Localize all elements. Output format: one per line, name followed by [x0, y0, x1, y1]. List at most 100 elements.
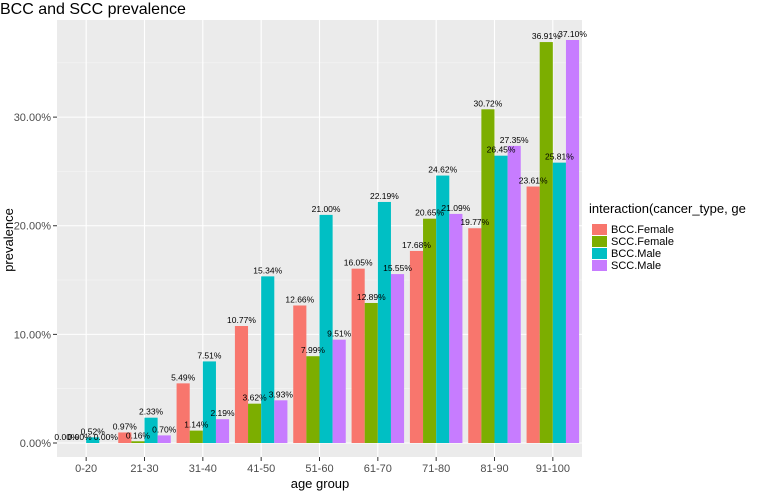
- x-tick-label: 41-50: [247, 463, 275, 475]
- data-label: 12.66%: [285, 294, 314, 304]
- data-label: 0.00%: [68, 432, 93, 442]
- bar-scc-female: [306, 356, 320, 443]
- bar-scc-female: [539, 42, 553, 444]
- data-label: 21.00%: [312, 204, 341, 214]
- data-label: 0.97%: [113, 421, 138, 431]
- legend-title: interaction(cancer_type, ge: [589, 201, 746, 216]
- data-label: 1.14%: [184, 420, 209, 430]
- x-tick-label: 91-100: [536, 463, 570, 475]
- bar-bcc-female: [351, 268, 365, 443]
- x-tick-label: 51-60: [305, 463, 333, 475]
- bar-scc-male: [390, 274, 405, 443]
- y-axis-title: prevalence: [1, 208, 16, 272]
- bar-bcc-female: [118, 432, 132, 443]
- bar-scc-female: [189, 430, 203, 443]
- data-label: 12.89%: [357, 292, 386, 302]
- x-tick-label: 81-90: [480, 463, 508, 475]
- bar-bcc-female: [234, 326, 249, 443]
- y-axis: 0.00% 10.00% 20.00% 30.00%: [14, 112, 57, 450]
- bar-scc-male: [332, 339, 346, 443]
- data-label: 21.09%: [441, 203, 470, 213]
- data-label: 22.19%: [370, 191, 399, 201]
- bar-scc-male: [157, 435, 171, 443]
- y-tick-label: 20.00%: [14, 221, 52, 233]
- bar-bcc-female: [409, 250, 424, 443]
- bar-bcc-male: [494, 155, 508, 444]
- x-tick-label: 21-30: [130, 463, 158, 475]
- data-label: 0.52%: [81, 426, 106, 436]
- bar-bcc-female: [176, 383, 190, 443]
- bar-bcc-male: [319, 214, 333, 443]
- data-label: 5.49%: [171, 372, 196, 382]
- bar-scc-male: [274, 400, 288, 443]
- data-label: 2.33%: [139, 407, 164, 417]
- bar-bcc-male: [86, 437, 100, 443]
- bar-scc-female: [423, 218, 437, 443]
- data-label: 9.51%: [327, 329, 352, 339]
- bar-scc-male: [449, 213, 463, 443]
- data-label: 0.00%: [54, 432, 79, 442]
- x-axis-title: age group: [291, 476, 350, 491]
- bar-scc-female: [364, 302, 378, 443]
- data-label: 10.77%: [227, 315, 256, 325]
- y-tick-label: 0.00%: [20, 438, 51, 450]
- bars: [86, 40, 580, 444]
- y-tick-label: 30.00%: [14, 112, 52, 124]
- legend-label: BCC.Male: [611, 248, 661, 260]
- data-label: 25.81%: [545, 152, 574, 162]
- bar-scc-male: [215, 419, 230, 443]
- data-label: 7.99%: [301, 345, 326, 355]
- data-label: 17.68%: [402, 240, 431, 250]
- legend-key: [592, 224, 607, 235]
- bar-bcc-male: [261, 276, 275, 443]
- bar-scc-female: [481, 109, 495, 443]
- bar-bcc-male: [202, 361, 216, 443]
- data-labels: 0.00%0.97%5.49%10.77%12.66%16.05%17.68%1…: [54, 29, 587, 442]
- bar-bcc-female: [468, 228, 482, 443]
- bar-scc-female: [131, 441, 145, 443]
- chart-title: BCC and SCC prevalence: [0, 1, 186, 18]
- x-tick-label: 71-80: [422, 463, 450, 475]
- x-axis: 0-20 21-30 31-40 41-50 51-60 61-70 71-80 81-90 9…: [75, 457, 570, 475]
- legend-label: SCC.Female: [611, 236, 674, 248]
- data-label: 26.45%: [487, 145, 516, 155]
- legend-label: SCC.Male: [611, 260, 661, 272]
- data-label: 37.10%: [558, 29, 587, 39]
- data-label: 24.62%: [428, 165, 457, 175]
- legend-key: [592, 236, 607, 247]
- bar-bcc-male: [436, 175, 450, 443]
- data-label: 2.19%: [210, 408, 235, 418]
- x-tick-label: 61-70: [364, 463, 392, 475]
- data-label: 20.65%: [415, 208, 444, 218]
- data-label: 3.93%: [269, 389, 294, 399]
- data-label: 23.61%: [519, 176, 548, 186]
- data-label: 19.77%: [460, 217, 489, 227]
- x-tick-label: 0-20: [75, 463, 97, 475]
- data-label: 3.62%: [243, 393, 268, 403]
- bar-bcc-male: [144, 417, 158, 443]
- bar-bcc-male: [552, 162, 566, 443]
- legend-label: BCC.Female: [611, 224, 674, 236]
- data-label: 36.91%: [532, 31, 561, 41]
- data-label: 15.55%: [383, 263, 412, 273]
- data-label: 15.34%: [253, 265, 282, 275]
- data-label: 0.16%: [126, 430, 151, 440]
- data-label: 7.51%: [197, 350, 222, 360]
- bar-scc-female: [248, 403, 262, 443]
- data-label: 30.72%: [474, 98, 503, 108]
- data-label: 0.70%: [152, 424, 177, 434]
- legend: interaction(cancer_type, ge BCC.FemaleSC…: [589, 201, 746, 272]
- data-label: 16.05%: [344, 258, 373, 268]
- bar-scc-male: [507, 145, 521, 443]
- bar-bcc-male: [377, 201, 391, 443]
- y-tick-label: 10.00%: [14, 329, 52, 341]
- data-label: 27.35%: [500, 135, 529, 145]
- data-label: 0.00%: [94, 432, 119, 442]
- bar-bcc-female: [293, 305, 307, 443]
- legend-key: [592, 260, 607, 271]
- bar-scc-male: [565, 40, 580, 443]
- bar-bcc-female: [526, 186, 540, 443]
- legend-key: [592, 248, 607, 259]
- x-tick-label: 31-40: [189, 463, 217, 475]
